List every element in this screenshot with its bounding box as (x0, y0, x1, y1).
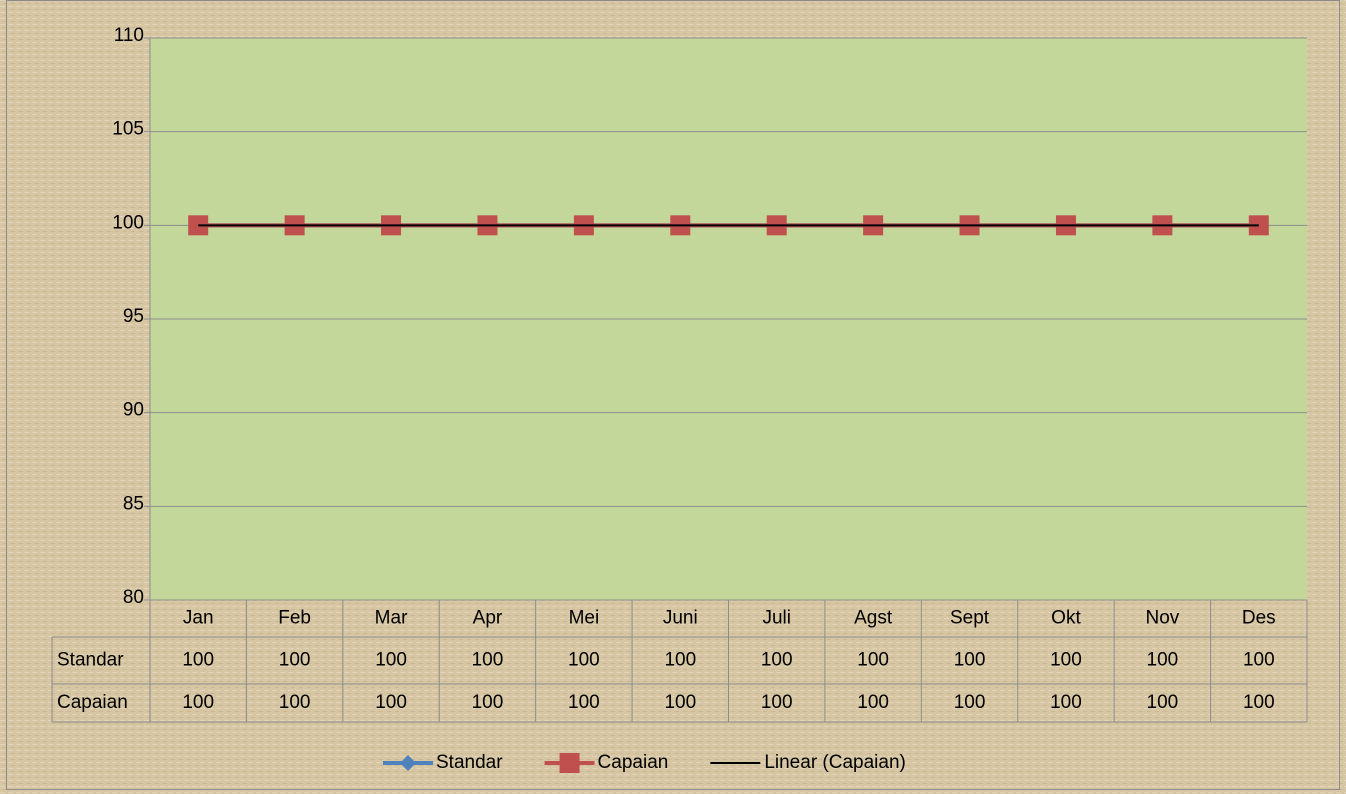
table-cell: 100 (664, 692, 696, 713)
x-tick-label: Mei (569, 608, 600, 629)
table-cell: 100 (375, 650, 407, 671)
table-cell: 100 (279, 692, 311, 713)
legend-label: Linear (Capaian) (764, 752, 906, 773)
table-row-label: Capaian (57, 692, 128, 713)
legend-marker (400, 755, 416, 771)
table-cell: 100 (472, 692, 504, 713)
table-cell: 100 (1050, 650, 1082, 671)
y-tick-label: 95 (123, 306, 144, 327)
table-cell: 100 (279, 650, 311, 671)
table-cell: 100 (761, 650, 793, 671)
x-tick-label: Feb (278, 608, 311, 629)
x-tick-label: Okt (1051, 608, 1081, 629)
y-tick-label: 110 (114, 25, 144, 46)
table-cell: 100 (1147, 650, 1179, 671)
table-cell: 100 (1147, 692, 1179, 713)
table-cell: 100 (664, 650, 696, 671)
y-tick-label: 90 (123, 400, 144, 421)
table-cell: 100 (954, 692, 986, 713)
table-cell: 100 (857, 650, 889, 671)
x-tick-label: Sept (950, 608, 990, 629)
table-cell: 100 (1243, 650, 1275, 671)
y-tick-label: 85 (123, 493, 144, 514)
y-tick-label: 105 (112, 119, 144, 140)
table-cell: 100 (375, 692, 407, 713)
x-tick-label: Juni (663, 608, 698, 629)
table-cell: 100 (857, 692, 889, 713)
table-row-label: Standar (57, 650, 124, 671)
table-cell: 100 (1243, 692, 1275, 713)
x-tick-label: Nov (1145, 608, 1179, 629)
table-cell: 100 (568, 650, 600, 671)
legend-marker (559, 753, 580, 773)
x-tick-label: Juli (762, 608, 791, 629)
x-tick-label: Mar (375, 608, 408, 629)
x-tick-label: Agst (854, 608, 893, 629)
chart-border (6, 0, 1340, 790)
legend-label: Standar (436, 752, 503, 773)
table-cell: 100 (182, 692, 214, 713)
table-cell: 100 (1050, 692, 1082, 713)
table-cell: 100 (954, 650, 986, 671)
table-cell: 100 (761, 692, 793, 713)
table-cell: 100 (568, 692, 600, 713)
y-tick-label: 80 (123, 587, 144, 608)
table-cell: 100 (472, 650, 504, 671)
table-cell: 100 (182, 650, 214, 671)
x-tick-label: Des (1242, 608, 1276, 629)
y-tick-label: 100 (112, 212, 144, 233)
x-tick-label: Apr (473, 608, 503, 629)
x-tick-label: Jan (183, 608, 214, 629)
legend-label: Capaian (598, 752, 669, 773)
